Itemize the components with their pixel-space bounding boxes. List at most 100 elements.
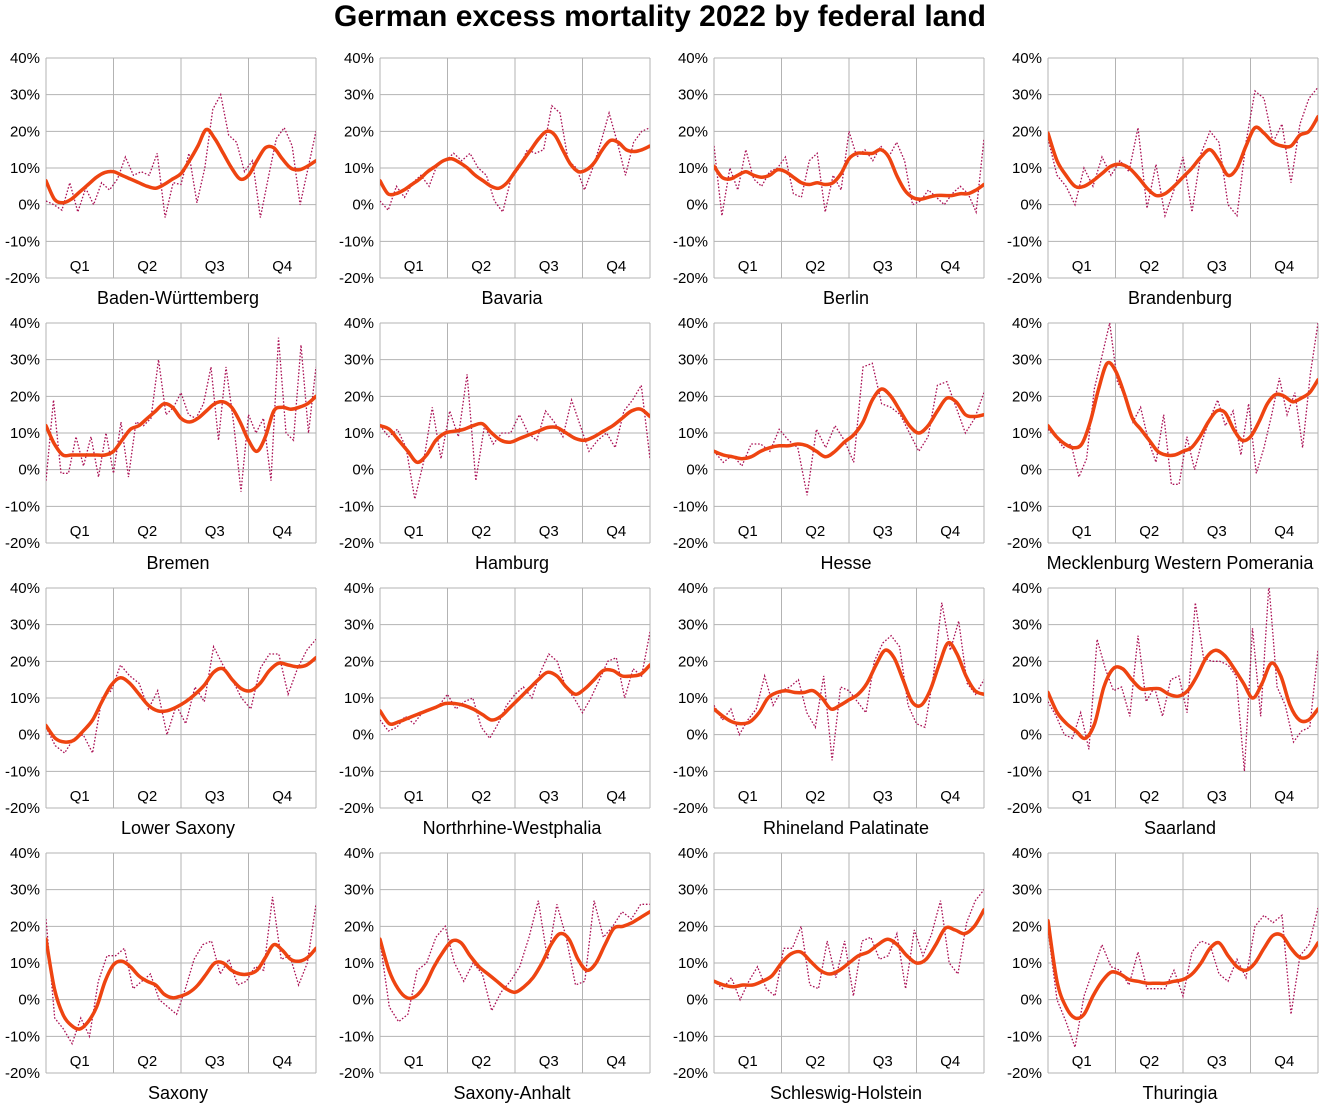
trend-series-line	[380, 663, 650, 727]
quarter-label: Q4	[606, 1053, 626, 1070]
quarter-label: Q4	[940, 1053, 960, 1070]
quarter-label: Q2	[805, 1053, 825, 1070]
quarter-label: Q1	[1072, 1053, 1092, 1070]
quarter-label: Q1	[404, 258, 424, 275]
weekly-series-line	[380, 900, 650, 1023]
y-tick-label: 40%	[678, 845, 708, 862]
quarter-label: Q1	[70, 1053, 90, 1070]
y-tick-label: 30%	[1012, 352, 1042, 369]
quarter-label: Q2	[137, 258, 157, 275]
y-tick-label: 40%	[10, 580, 40, 597]
y-tick-label: 0%	[18, 462, 40, 479]
trend-series-line	[46, 937, 316, 1031]
y-tick-label: 10%	[1012, 955, 1042, 972]
quarter-label: Q2	[1139, 258, 1159, 275]
y-tick-label: 40%	[1012, 580, 1042, 597]
panel: 40% 30% 20% 10% 0% -10% -20% Q1 Q2 Q3 Q4 Saarland	[1007, 580, 1319, 838]
y-tick-label: 40%	[1012, 50, 1042, 67]
quarter-label: Q2	[805, 523, 825, 540]
y-tick-label: 10%	[10, 160, 40, 177]
quarter-label: Q3	[873, 258, 893, 275]
y-tick-label: -10%	[339, 763, 374, 780]
quarter-label: Q4	[606, 523, 626, 540]
y-tick-label: 0%	[352, 462, 374, 479]
trend-series-line	[714, 908, 984, 989]
y-tick-label: 40%	[344, 315, 374, 332]
y-tick-label: 0%	[352, 197, 374, 214]
y-tick-label: 10%	[10, 690, 40, 707]
y-tick-label: 0%	[1020, 727, 1042, 744]
y-tick-label: 20%	[678, 918, 708, 935]
y-tick-label: 0%	[686, 197, 708, 214]
quarter-label: Q1	[738, 1053, 758, 1070]
quarter-label: Q4	[272, 788, 292, 805]
y-tick-label: 10%	[344, 955, 374, 972]
y-tick-label: -10%	[1007, 1028, 1042, 1045]
panel-title: Northrhine-Westphalia	[423, 818, 603, 838]
y-tick-label: 0%	[1020, 197, 1042, 214]
quarter-label: Q1	[1072, 258, 1092, 275]
panel: 40% 30% 20% 10% 0% -10% -20% Q1 Q2 Q3 Q4 Thuringia	[1007, 845, 1319, 1103]
y-tick-label: 40%	[1012, 315, 1042, 332]
y-tick-label: 10%	[678, 690, 708, 707]
y-tick-label: 20%	[1012, 653, 1042, 670]
quarter-label: Q3	[205, 788, 225, 805]
quarter-label: Q2	[471, 1053, 491, 1070]
y-tick-label: -10%	[673, 763, 708, 780]
y-tick-label: -20%	[673, 535, 708, 552]
y-tick-label: 40%	[344, 580, 374, 597]
y-tick-label: -10%	[1007, 763, 1042, 780]
quarter-label: Q1	[738, 258, 758, 275]
y-tick-label: 40%	[1012, 845, 1042, 862]
quarter-label: Q1	[738, 788, 758, 805]
y-tick-label: -20%	[5, 270, 40, 287]
y-tick-label: -20%	[5, 800, 40, 817]
panel-title: Bavaria	[481, 288, 543, 308]
quarter-label: Q2	[805, 788, 825, 805]
y-tick-label: 10%	[344, 160, 374, 177]
trend-series-line	[46, 655, 316, 744]
quarter-label: Q4	[1274, 258, 1294, 275]
y-tick-label: 0%	[686, 727, 708, 744]
y-tick-label: -10%	[339, 233, 374, 250]
quarter-label: Q4	[272, 258, 292, 275]
panel-title: Brandenburg	[1128, 288, 1232, 308]
panel: 40% 30% 20% 10% 0% -10% -20% Q1 Q2 Q3 Q4Northrhine…	[339, 580, 651, 838]
y-tick-label: 0%	[352, 992, 374, 1009]
y-tick-label: 20%	[10, 388, 40, 405]
y-tick-label: -20%	[1007, 1065, 1042, 1082]
quarter-label: Q3	[873, 523, 893, 540]
y-tick-label: 20%	[678, 123, 708, 140]
panel: 40% 30% 20% 10% 0% -10% -20% Q1 Q2 Q3 Q4 Brandenbur…	[1007, 50, 1319, 308]
y-tick-label: 40%	[344, 845, 374, 862]
y-tick-label: 20%	[1012, 918, 1042, 935]
y-tick-label: 30%	[678, 882, 708, 899]
quarter-label: Q1	[404, 523, 424, 540]
quarter-label: Q1	[1072, 788, 1092, 805]
y-tick-label: 30%	[10, 87, 40, 104]
quarter-label: Q4	[606, 788, 626, 805]
weekly-series-line	[1048, 323, 1318, 485]
y-tick-label: 20%	[344, 123, 374, 140]
y-tick-label: 10%	[678, 425, 708, 442]
y-tick-label: 40%	[10, 845, 40, 862]
trend-series-line	[380, 129, 650, 197]
trend-series-line	[1048, 648, 1318, 741]
quarter-label: Q2	[1139, 523, 1159, 540]
weekly-series-line	[714, 889, 984, 1002]
weekly-series-line	[1048, 588, 1318, 772]
quarter-label: Q1	[70, 788, 90, 805]
panel: 40% 30% 20% 10% 0% -10% -20% Q1 Q2 Q3 Q4 Bavaria	[339, 50, 651, 308]
y-tick-label: 40%	[678, 50, 708, 67]
weekly-series-line	[380, 374, 650, 500]
quarter-label: Q3	[539, 788, 559, 805]
y-tick-label: -10%	[5, 233, 40, 250]
quarter-label: Q4	[1274, 788, 1294, 805]
y-tick-label: 0%	[18, 197, 40, 214]
y-tick-label: 10%	[10, 955, 40, 972]
panel-title: Saxony	[148, 1083, 208, 1103]
y-tick-label: -10%	[5, 1028, 40, 1045]
quarter-label: Q2	[471, 523, 491, 540]
panel-title: Rhineland Palatinate	[763, 818, 929, 838]
y-tick-label: 20%	[678, 653, 708, 670]
